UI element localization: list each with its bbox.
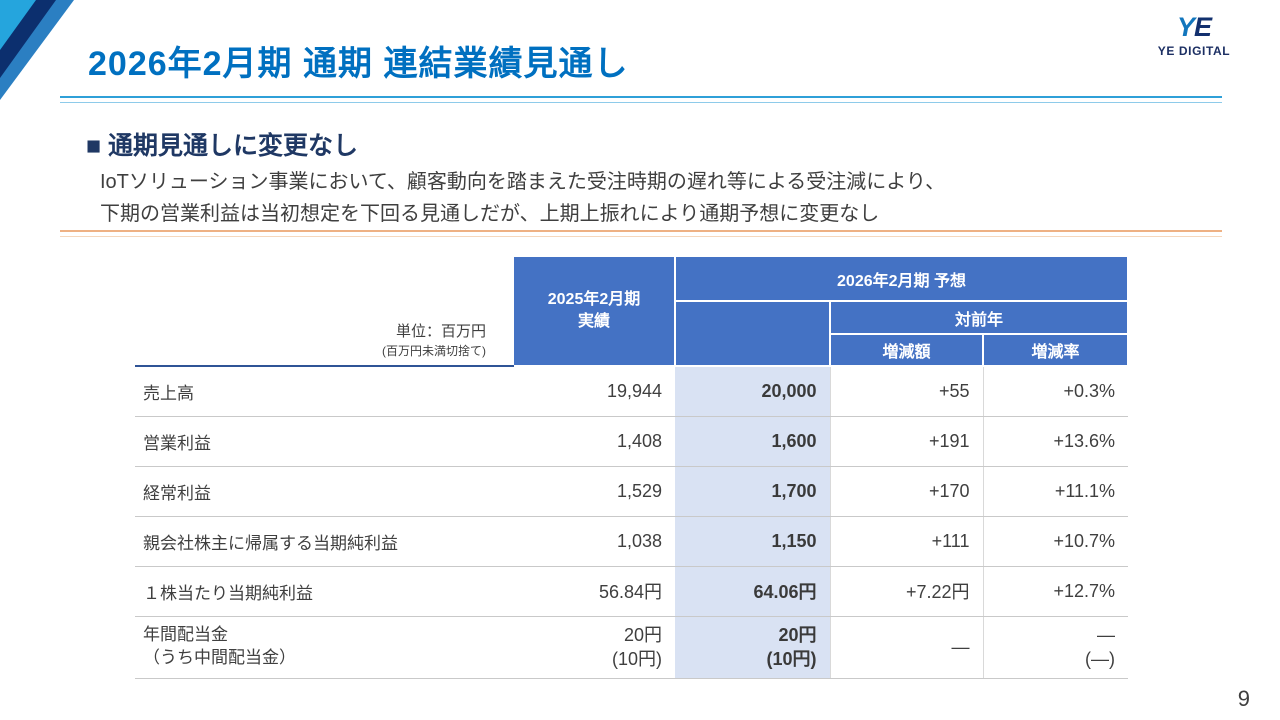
table-row: １株当たり当期純利益 56.84円 64.06円 +7.22円 +12.7% [135, 566, 1129, 617]
cell-forecast: 1,150 [675, 516, 830, 567]
logo-mark-icon: YE [1142, 14, 1246, 41]
section-divider [60, 230, 1222, 237]
column-header-delta: 増減額 [829, 333, 984, 367]
page-number: 9 [1237, 686, 1250, 711]
column-header-forecast-spacer [674, 300, 831, 367]
cell-delta: +170 [829, 466, 983, 517]
cell-rate: ― (―) [982, 616, 1129, 679]
cell-rate: +10.7% [982, 516, 1129, 567]
unit-note-sub: (百万円未満切捨て) [382, 344, 486, 358]
cell-delta: ― [829, 616, 983, 679]
unit-note-cell: 単位：百万円 (百万円未満切捨て) [135, 256, 513, 367]
row-label: 売上高 [135, 366, 513, 417]
unit-note: 単位：百万円 [395, 323, 486, 340]
cell-actual: 1,529 [513, 466, 675, 517]
section-heading: ■ 通期見通しに変更なし [86, 132, 359, 160]
table-row: 営業利益 1,408 1,600 +191 +13.6% [135, 416, 1129, 467]
row-label: 年間配当金 （うち中間配当金） [135, 616, 513, 679]
column-header-rate: 増減率 [981, 333, 1130, 367]
cell-actual: 1,408 [513, 416, 675, 467]
cell-actual: 19,944 [513, 366, 675, 417]
logo-mark-e: E [1194, 12, 1212, 42]
row-label: １株当たり当期純利益 [135, 566, 513, 617]
cell-actual: 56.84円 [513, 566, 675, 617]
cell-delta: +111 [829, 516, 983, 567]
cell-rate: +12.7% [982, 566, 1129, 617]
title-divider [60, 96, 1222, 103]
table-row: 親会社株主に帰属する当期純利益 1,038 1,150 +111 +10.7% [135, 516, 1129, 567]
row-label: 営業利益 [135, 416, 513, 467]
forecast-table: 単位：百万円 (百万円未満切捨て) 2025年2月期 実績 2026年2月期 予… [135, 255, 1130, 679]
cell-rate: +0.3% [982, 366, 1129, 417]
column-header-forecast-group: 2026年2月期 予想 [673, 255, 1130, 302]
logo-mark-y: Y [1176, 12, 1195, 42]
table-row: 年間配当金 （うち中間配当金） 20円 (10円) 20円 (10円) ― ― … [135, 616, 1129, 679]
cell-forecast: 64.06円 [675, 566, 830, 617]
row-label: 経常利益 [135, 466, 513, 517]
company-logo: YE YE DIGITAL [1142, 14, 1246, 59]
forecast-table-wrapper: 単位：百万円 (百万円未満切捨て) 2025年2月期 実績 2026年2月期 予… [135, 255, 1130, 679]
cell-actual: 1,038 [513, 516, 675, 567]
cell-forecast: 20円 (10円) [675, 616, 830, 679]
cell-forecast: 20,000 [675, 366, 830, 417]
row-label: 親会社株主に帰属する当期純利益 [135, 516, 513, 567]
cell-rate: +11.1% [982, 466, 1129, 517]
cell-forecast: 1,700 [675, 466, 830, 517]
cell-forecast: 1,600 [675, 416, 830, 467]
cell-delta: +7.22円 [829, 566, 983, 617]
cell-delta: +55 [829, 366, 983, 417]
cell-rate: +13.6% [982, 416, 1129, 467]
section-body: IoTソリューション事業において、顧客動向を踏まえた受注時期の遅れ等による受注減… [100, 166, 945, 230]
logo-text: YE DIGITAL [1157, 44, 1231, 58]
table-row: 売上高 19,944 20,000 +55 +0.3% [135, 366, 1129, 417]
column-header-yoy: 対前年 [828, 300, 1130, 335]
page-title: 2026年2月期 通期 連結業績見通し [88, 45, 629, 83]
cell-actual: 20円 (10円) [513, 616, 675, 679]
column-header-actual: 2025年2月期 実績 [512, 255, 676, 367]
section-body-line-1: IoTソリューション事業において、顧客動向を踏まえた受注時期の遅れ等による受注減… [100, 171, 946, 193]
section-body-line-2: 下期の営業利益は当初想定を下回る見通しだが、上期上振れにより通期予想に変更なし [100, 203, 880, 225]
table-row: 経常利益 1,529 1,700 +170 +11.1% [135, 466, 1129, 517]
cell-delta: +191 [829, 416, 983, 467]
